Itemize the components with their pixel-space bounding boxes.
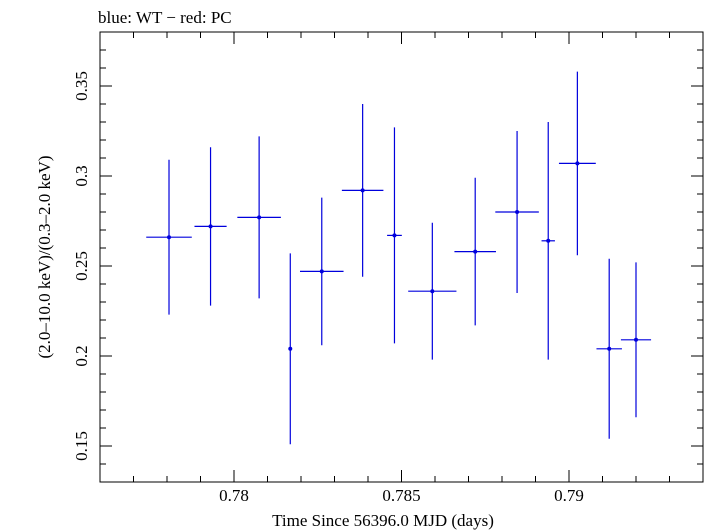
x-tick-label: 0.79	[554, 486, 584, 505]
point-marker	[473, 249, 478, 254]
y-tick-label: 0.35	[72, 71, 91, 101]
data-point	[541, 122, 555, 360]
data-point	[341, 104, 384, 277]
point-marker	[392, 233, 397, 238]
data-point	[596, 258, 622, 439]
y-axis-label: (2.0–10.0 keV)/(0.3–2.0 keV)	[35, 155, 54, 358]
data-point	[237, 136, 281, 299]
data-point	[288, 253, 293, 445]
point-marker	[319, 269, 324, 274]
data-point	[558, 71, 596, 256]
chart-title: blue: WT − red: PC	[98, 8, 232, 27]
point-marker	[360, 188, 365, 193]
x-axis-label: Time Since 56396.0 MJD (days)	[272, 511, 494, 530]
data-point	[387, 127, 402, 344]
y-tick-label: 0.15	[72, 431, 91, 461]
plot-frame	[99, 31, 704, 483]
point-marker	[634, 337, 638, 342]
data-point	[495, 131, 539, 293]
data-point	[454, 177, 496, 326]
data-point	[194, 147, 227, 306]
point-marker	[257, 215, 262, 220]
x-axis: 0.78 0.785 0.79	[99, 32, 704, 505]
x-tick-label: 0.785	[382, 486, 420, 505]
data-series	[146, 71, 652, 445]
point-marker	[515, 210, 520, 214]
data-point	[408, 222, 457, 360]
y-tick-label: 0.25	[72, 251, 91, 281]
y-axis: 0.15 0.2 0.25 0.3 0.35	[72, 31, 703, 483]
data-point	[620, 262, 652, 418]
point-marker	[546, 238, 551, 243]
point-marker	[167, 235, 172, 240]
data-point	[146, 159, 192, 315]
point-marker	[208, 224, 213, 229]
y-tick-label: 0.3	[72, 165, 91, 186]
data-point	[299, 197, 344, 346]
y-tick-label: 0.2	[72, 345, 91, 366]
point-marker	[607, 346, 612, 351]
point-marker	[575, 161, 580, 166]
point-marker	[430, 289, 435, 294]
point-marker	[288, 346, 293, 351]
x-tick-label: 0.78	[219, 486, 249, 505]
